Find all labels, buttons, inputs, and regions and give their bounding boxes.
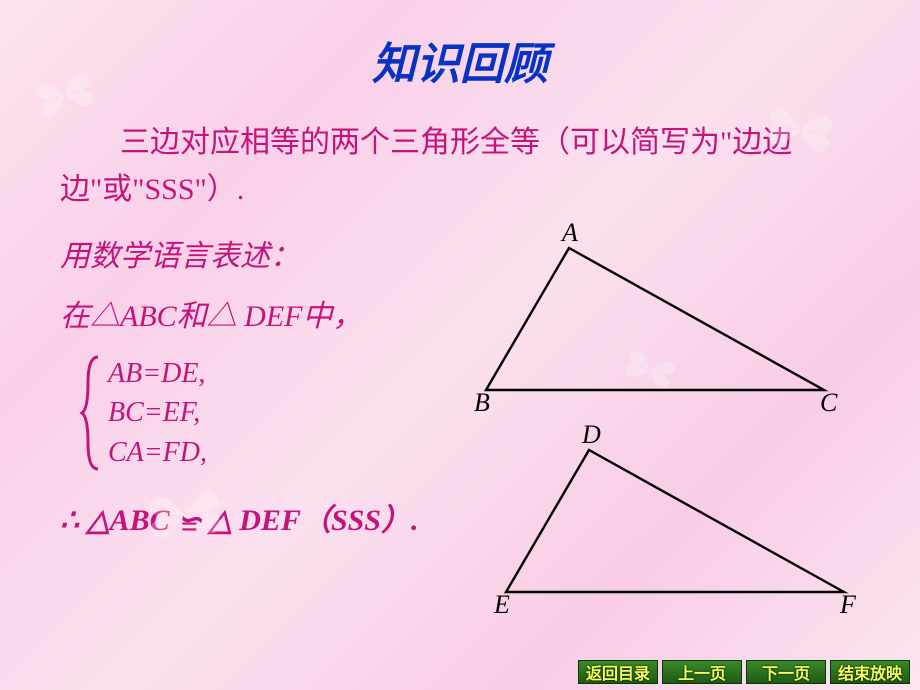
slide-subtitle: 三边对应相等的两个三角形全等（可以简写为"边边边"或"SSS"）. — [60, 120, 860, 213]
vertex-a: A — [562, 218, 578, 248]
conclusion-prefix: ∴ △ABC — [60, 504, 170, 537]
nav-bar: 返回目录 上一页 下一页 结束放映 — [578, 660, 910, 684]
cond-ab-de: AB=DE, — [108, 354, 207, 393]
vertex-f: F — [840, 590, 856, 620]
triangle-diagrams: A B C D E F — [474, 230, 874, 612]
vertex-e: E — [494, 590, 510, 620]
nav-next-button[interactable]: 下一页 — [746, 660, 826, 684]
brace-icon — [78, 353, 104, 473]
conclusion-suffix: △ DEF（SSS）. — [209, 504, 419, 537]
triangle-def: D E F — [494, 432, 864, 612]
nav-back-button[interactable]: 返回目录 — [578, 660, 658, 684]
congruent-symbol — [177, 504, 201, 538]
vertex-d: D — [582, 420, 601, 450]
slide-title: 知识回顾 — [0, 0, 920, 92]
triangle-abc: A B C — [474, 230, 844, 410]
brace-conditions: AB=DE, BC=EF, CA=FD, — [108, 354, 207, 472]
nav-prev-button[interactable]: 上一页 — [662, 660, 742, 684]
cond-bc-ef: BC=EF, — [108, 393, 207, 432]
nav-end-button[interactable]: 结束放映 — [830, 660, 910, 684]
cond-ca-fd: CA=FD, — [108, 433, 207, 472]
vertex-c: C — [820, 388, 837, 418]
vertex-b: B — [474, 388, 490, 418]
